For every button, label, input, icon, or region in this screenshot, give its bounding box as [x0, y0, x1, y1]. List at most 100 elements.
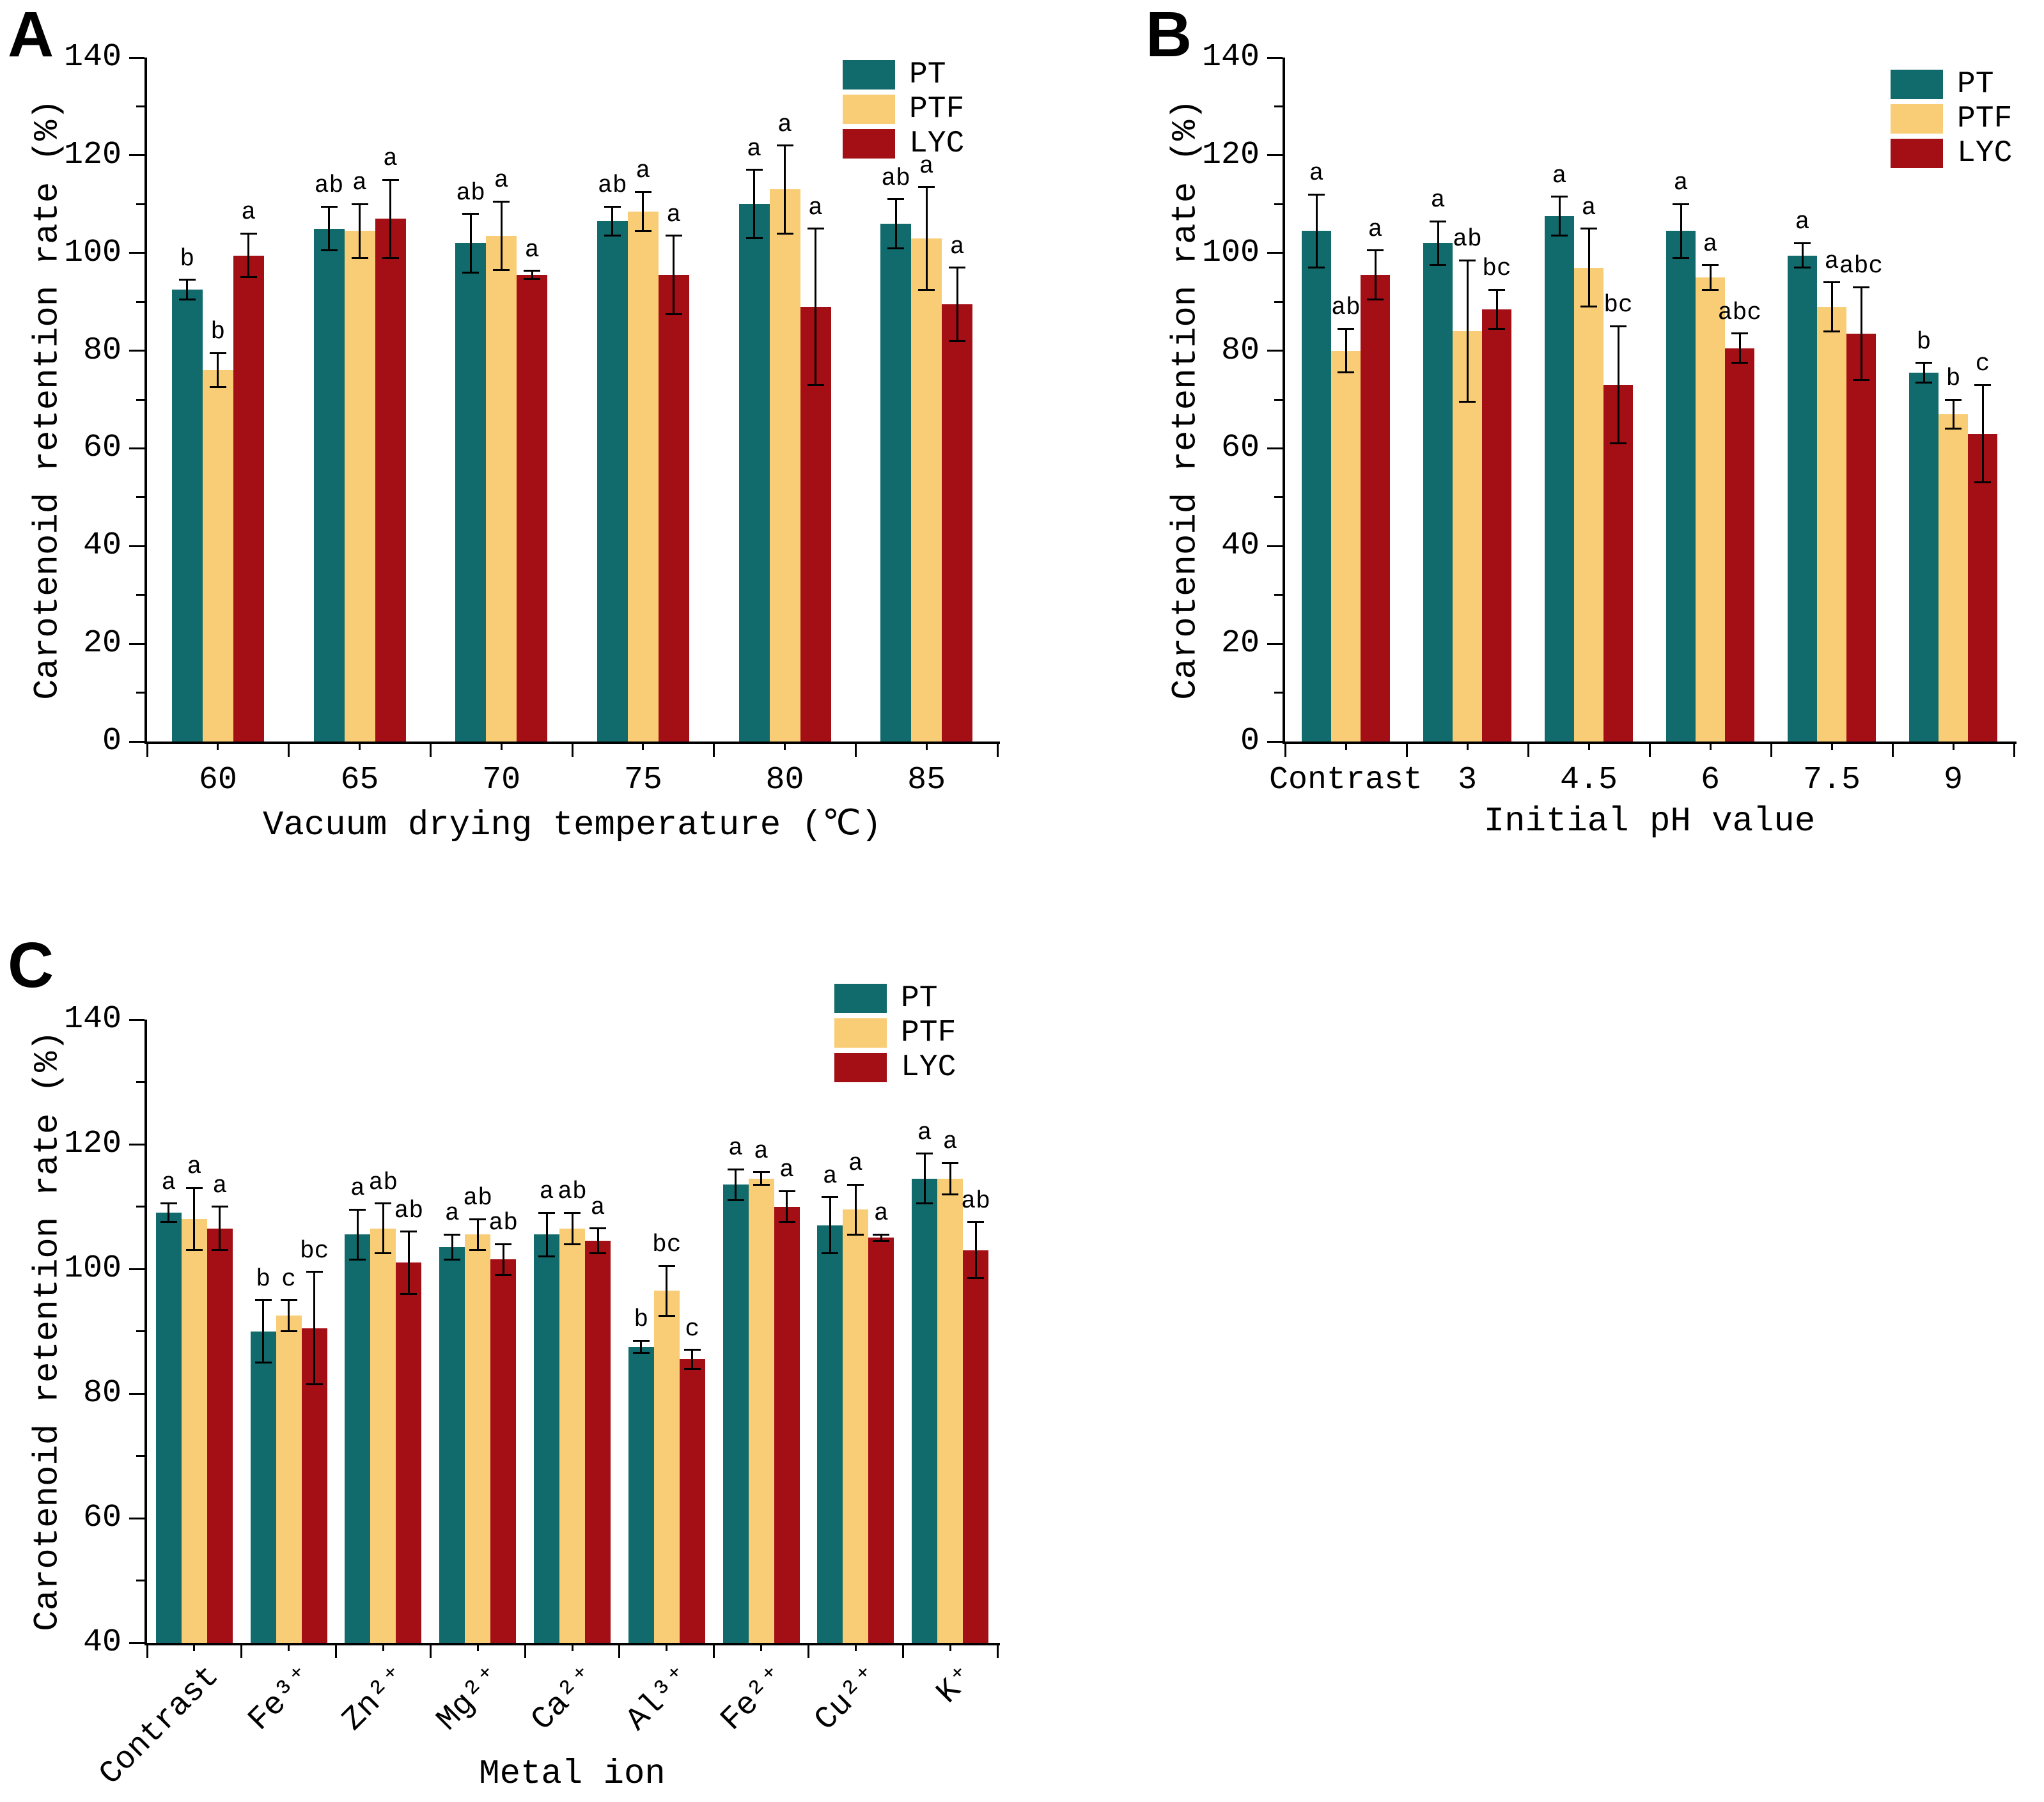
- error-bar: [168, 1203, 170, 1222]
- error-bar-cap: [632, 1339, 650, 1342]
- y-tick: [136, 300, 144, 303]
- error-bar-cap: [538, 1255, 555, 1257]
- significance-letter: b: [1916, 328, 1931, 356]
- y-tick: [129, 447, 144, 449]
- legend-label: PTF: [909, 92, 965, 127]
- legend-item-ptf: PTF: [843, 93, 1009, 125]
- y-tick-label: 20: [82, 625, 121, 662]
- bar-ptf: [627, 211, 659, 742]
- plot-area: 0 20 40 60 80 100 120 140 Contrast 3 4.5 6 7.5 9 a a a a a…: [1202, 42, 2017, 798]
- error-bar-cap: [753, 1183, 770, 1186]
- significance-letter: ab: [558, 1178, 587, 1206]
- bar-pt: [1423, 243, 1453, 742]
- error-bar: [186, 279, 189, 300]
- error-bar: [328, 206, 330, 251]
- significance-letter: a: [1368, 215, 1383, 244]
- plot-area: 0 20 40 60 80 100 120 140 60 65 70 75 80 85 b ab ab ab a ab…: [64, 42, 1000, 798]
- significance-letter: ab: [314, 172, 344, 200]
- error-bar-cap: [847, 1183, 864, 1186]
- error-bar-cap: [887, 247, 905, 249]
- bar-lyc: [679, 1359, 705, 1643]
- error-bar-cap: [1974, 384, 1991, 386]
- error-bar-cap: [375, 1252, 392, 1255]
- significance-letter: a: [848, 1150, 863, 1178]
- error-bar: [854, 1185, 857, 1235]
- error-bar-cap: [493, 200, 510, 203]
- error-bar-cap: [211, 1206, 228, 1208]
- error-bar-cap: [949, 267, 966, 269]
- error-bar-cap: [524, 270, 541, 272]
- panel-letter-c: C: [8, 929, 54, 1001]
- error-bar-cap: [178, 298, 196, 300]
- y-tick-label: 40: [82, 527, 121, 564]
- significance-letter: a: [383, 145, 398, 173]
- legend: PT PTF LYC: [843, 59, 1009, 162]
- error-bar-cap: [634, 190, 651, 193]
- significance-letter: a: [949, 233, 965, 261]
- significance-letter: ab: [456, 179, 485, 207]
- error-bar: [1466, 260, 1469, 402]
- significance-letter: ab: [961, 1187, 990, 1215]
- significance-letter: a: [1673, 169, 1689, 198]
- error-bar-cap: [320, 205, 338, 208]
- bar-ptf: [1939, 414, 1968, 742]
- y-tick: [136, 594, 144, 596]
- x-tick-label: 9: [1943, 762, 1963, 798]
- x-tick: [382, 1643, 384, 1651]
- significance-letter: a: [754, 1137, 768, 1165]
- significance-letter: a: [666, 201, 682, 229]
- x-tick: [1284, 742, 1286, 757]
- error-bar: [974, 1222, 977, 1278]
- error-bar-cap: [1702, 264, 1719, 267]
- x-tick: [429, 742, 432, 757]
- y-tick: [1274, 496, 1283, 499]
- error-bar-cap: [807, 228, 824, 229]
- significance-letter: a: [350, 1175, 365, 1203]
- significance-letter: ab: [463, 1185, 493, 1212]
- bar-lyc: [396, 1262, 422, 1643]
- bar-pt: [250, 1331, 276, 1643]
- significance-letter: b: [210, 318, 226, 346]
- bar-ptf: [465, 1234, 491, 1643]
- error-bar: [451, 1234, 453, 1260]
- bar-lyc: [375, 219, 406, 742]
- error-bar-cap: [495, 1274, 512, 1277]
- significance-letter: a: [873, 1200, 889, 1228]
- error-bar-cap: [1338, 327, 1354, 330]
- plot-area: 40 60 80 100 120 140 Contrast Fe³⁺ Zn²⁺ Mg²⁺ Ca²⁺ A…: [64, 1004, 1000, 1793]
- bar-pt: [171, 290, 203, 742]
- significance-letter: a: [494, 167, 509, 195]
- x-tick: [713, 1643, 715, 1658]
- legend-label: PT: [1957, 67, 1994, 102]
- significance-letter: a: [747, 135, 761, 163]
- significance-letter: a: [444, 1200, 460, 1228]
- significance-letter: a: [636, 157, 651, 185]
- error-bar: [1315, 194, 1318, 268]
- bar-lyc: [1482, 309, 1511, 742]
- significance-letter: b: [256, 1265, 271, 1293]
- y-tick: [129, 1517, 144, 1519]
- error-bar: [1437, 221, 1439, 265]
- error-bar-cap: [942, 1193, 959, 1195]
- bar-lyc: [490, 1259, 517, 1643]
- y-tick: [1267, 642, 1283, 645]
- y-tick: [1267, 154, 1283, 157]
- significance-letter: a: [212, 1172, 228, 1200]
- error-bar-cap: [1853, 378, 1869, 381]
- error-bar: [382, 1203, 384, 1254]
- error-bar-cap: [1430, 264, 1446, 267]
- error-bar-cap: [776, 144, 793, 147]
- significance-letter: a: [161, 1169, 176, 1197]
- bar-pt: [1302, 231, 1331, 742]
- x-tick: [996, 1643, 999, 1658]
- bar-lyc: [517, 275, 548, 742]
- error-bar: [1952, 400, 1954, 429]
- bar-ptf: [486, 235, 517, 742]
- error-bar: [956, 267, 958, 341]
- bar-pt: [1666, 231, 1696, 742]
- error-bar-cap: [778, 1221, 795, 1223]
- x-tick: [854, 742, 857, 757]
- y-tick-label: 40: [82, 1624, 121, 1661]
- significance-letter: a: [808, 194, 823, 222]
- error-bar-cap: [400, 1231, 417, 1232]
